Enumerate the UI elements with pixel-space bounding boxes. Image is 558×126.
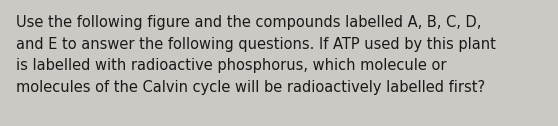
Text: Use the following figure and the compounds labelled A, B, C, D,
and E to answer : Use the following figure and the compoun…: [16, 15, 496, 95]
